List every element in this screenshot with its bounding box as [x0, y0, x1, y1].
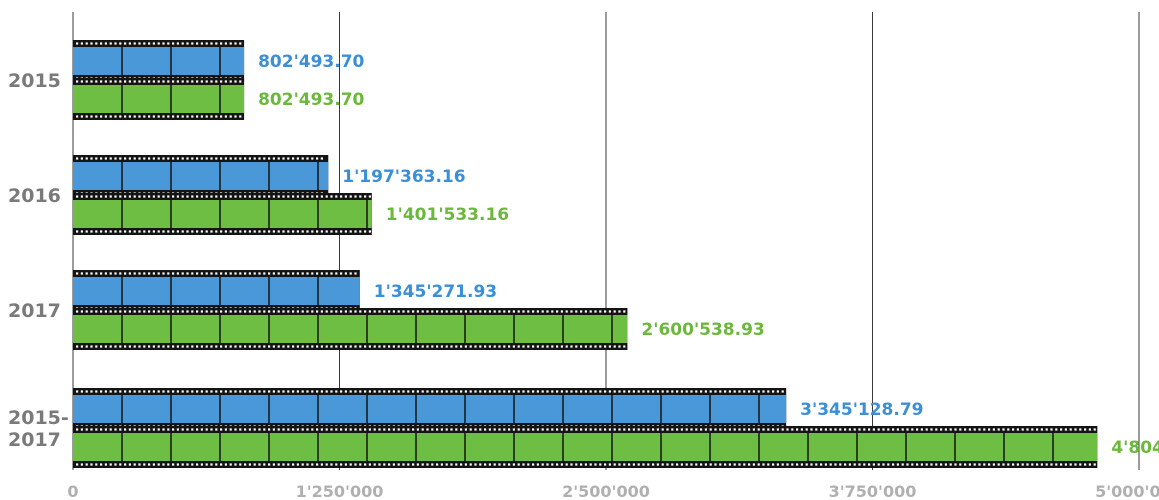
data-label: 3'345'128.79: [800, 400, 923, 420]
data-label: 802'493.70: [258, 52, 364, 72]
data-label: 1'345'271.93: [374, 282, 497, 302]
x-tick-label: 5'000'000: [1095, 482, 1159, 500]
bar-series2: [73, 193, 372, 235]
data-label: 4'804'565.79: [1111, 438, 1159, 458]
bar-series1: [73, 388, 787, 430]
bar-series2: [73, 426, 1098, 468]
bar-series1: [73, 155, 329, 197]
x-tick-label: 1'250'000: [296, 482, 384, 500]
data-label: 2'600'538.93: [641, 320, 764, 340]
category-label: 2015: [8, 70, 61, 92]
bar-series1: [73, 270, 360, 312]
bar-series2: [73, 308, 628, 350]
x-tick-label: 2'500'000: [562, 482, 650, 500]
data-label: 1'197'363.16: [342, 167, 465, 187]
x-tick-label: 0: [67, 482, 78, 500]
data-label: 802'493.70: [258, 90, 364, 110]
bar-series1: [73, 40, 245, 82]
category-label: 2016: [8, 185, 61, 207]
category-label: 2017: [8, 300, 61, 322]
data-label: 1'401'533.16: [386, 205, 509, 225]
category-label: 2015-2017: [8, 407, 69, 451]
x-tick-label: 3'750'000: [829, 482, 917, 500]
bar-series2: [73, 78, 245, 120]
